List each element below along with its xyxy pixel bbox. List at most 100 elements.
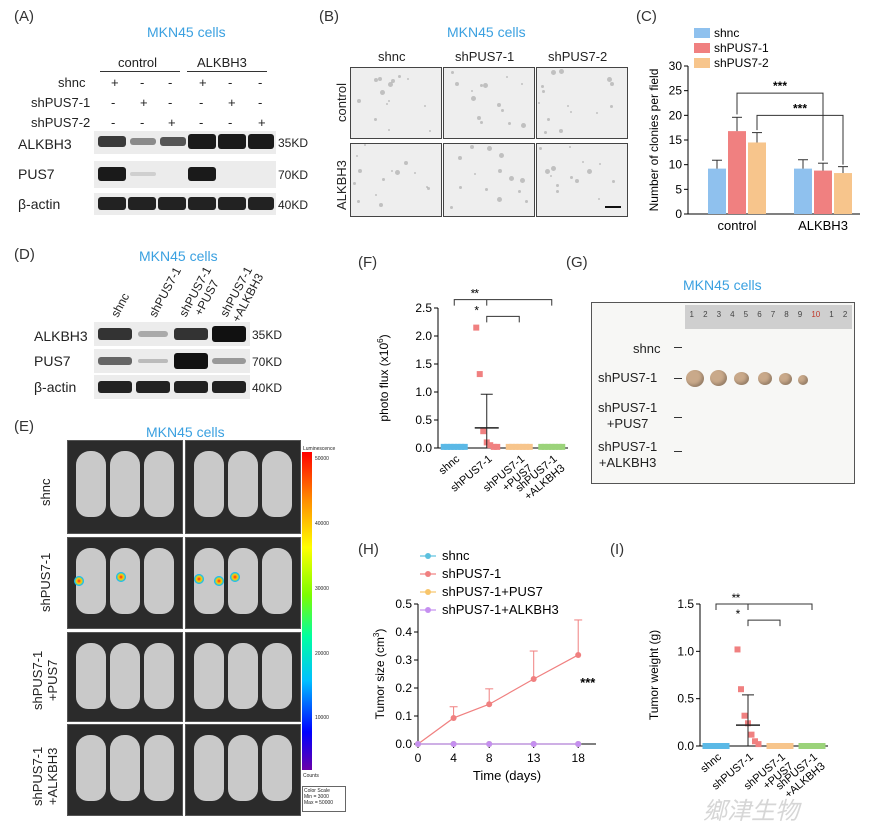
- data-point: [476, 371, 483, 378]
- imaging-panel: [67, 440, 183, 534]
- mouse: [262, 735, 292, 801]
- luminescence-signal: [74, 576, 84, 586]
- colony: [607, 77, 612, 82]
- legend-marker: [425, 607, 431, 613]
- micro-row-control: control: [334, 82, 349, 122]
- colony: [610, 82, 614, 86]
- data-point: [486, 741, 493, 747]
- luminescence-signal: [214, 576, 224, 586]
- legend-swatch: [694, 58, 710, 68]
- data-point: [575, 651, 582, 658]
- legend-marker: [425, 553, 431, 559]
- colony: [470, 145, 474, 149]
- legend-label: shPUS7-1: [442, 566, 501, 581]
- significance-label: *: [736, 607, 741, 621]
- micro-col-shnc: shnc: [378, 49, 406, 64]
- imaging-panel: [185, 537, 301, 629]
- y-axis-label-exp: 6: [376, 338, 385, 343]
- group-label-alkbh3: ALKBH3: [197, 55, 247, 70]
- colony: [547, 118, 550, 121]
- mouse: [262, 643, 292, 709]
- row-label-shnc: shnc: [58, 75, 86, 90]
- significance-label: *: [471, 288, 476, 301]
- colony: [525, 200, 528, 203]
- significance-label: ***: [773, 79, 787, 93]
- legend-marker: [425, 589, 431, 595]
- colorbar-bottom: Counts: [303, 773, 319, 779]
- colony: [509, 176, 514, 181]
- blot-label-pus7: PUS7: [18, 166, 55, 182]
- tumor-photo: 1 2 3 4 5 6 7 8 9 10 1 2 shnc shPUS7-1 shPUS7-1 +PUS…: [591, 302, 855, 484]
- colony: [480, 121, 483, 124]
- colony: [398, 75, 401, 78]
- colony: [391, 79, 395, 83]
- colony: [596, 112, 598, 114]
- significance-label: ***: [580, 675, 596, 690]
- ruler-number: 6: [757, 310, 762, 319]
- mouse: [76, 643, 106, 709]
- y-tick-label: 10: [669, 158, 683, 172]
- significance-bracket: [486, 315, 520, 323]
- colorbar-tick-20000: 20000: [315, 651, 329, 657]
- data-point: [473, 324, 480, 331]
- imaging-row-shpus7-1-pus7: shPUS7-1 +PUS7: [30, 650, 60, 710]
- colony: [598, 198, 600, 200]
- tumor-row-shpus7-1-alkbh3: shPUS7-1 +ALKBH3: [598, 439, 658, 470]
- legend-label: shPUS7-1+ALKBH3: [442, 602, 559, 617]
- legend-label: shPUS7-1: [714, 41, 769, 55]
- y-axis-label-close: ): [373, 629, 387, 633]
- y-tick-label: 1.0: [677, 644, 694, 658]
- colony: [556, 190, 559, 193]
- x-tick-label-line: shnc: [698, 751, 724, 775]
- colony: [451, 71, 454, 74]
- colony: [480, 84, 483, 87]
- data-point: [415, 741, 421, 747]
- colony: [388, 82, 393, 87]
- colony: [357, 200, 360, 203]
- imaging-panel: [185, 440, 301, 534]
- micro-col-shpus7-2: shPUS7-2: [548, 49, 608, 64]
- colony: [570, 111, 572, 113]
- colony: [610, 105, 613, 108]
- row-label-shpus7-2: shPUS7-2: [31, 115, 91, 130]
- blot-size-alkbh3: 35KD: [278, 136, 309, 150]
- x-tick-label: ALKBH3: [798, 218, 848, 233]
- colony: [414, 172, 416, 174]
- tumor-row-shnc: shnc: [633, 341, 661, 356]
- y-tick-label: 1.0: [415, 385, 432, 399]
- y-tick-label: 25: [669, 84, 683, 98]
- bar: [748, 142, 766, 214]
- chart-c: 0 5 10 15 20 25 30 Number of clonies per field c…: [647, 26, 860, 233]
- colony: [497, 103, 501, 107]
- y-axis-label-exp: 3: [372, 632, 381, 637]
- panel-label-f: (F): [358, 254, 378, 271]
- mouse: [228, 451, 258, 517]
- colorbar-tick-50000: 50000: [315, 456, 329, 462]
- colony: [407, 78, 409, 80]
- colony: [356, 155, 358, 157]
- luminescence-signal: [116, 572, 126, 582]
- d-blot-label-pus7: PUS7: [34, 353, 71, 369]
- colony: [541, 85, 544, 88]
- ruler-number: 4: [730, 310, 735, 319]
- data-point: [748, 731, 755, 738]
- significance-label: *: [732, 591, 737, 605]
- y-tick-label: 0: [675, 207, 682, 221]
- data-point: [530, 741, 537, 747]
- lane-label-3: shPUS7-1 +PUS7: [176, 264, 222, 320]
- colony: [374, 118, 377, 121]
- y-axis-label: Tumor weight (g): [647, 630, 661, 720]
- colony: [458, 156, 462, 160]
- chart-h: 0.0 0.1 0.2 0.3 0.4 0.5 0 4 8 13 18 Time (days) Tumo…: [372, 548, 596, 783]
- x-tick-label: 18: [572, 751, 586, 765]
- series-line: [417, 654, 579, 745]
- matrix-cell: -: [111, 95, 116, 110]
- mouse: [144, 451, 174, 517]
- panel-g-title: MKN45 cells: [683, 277, 762, 293]
- data-point: [738, 686, 744, 693]
- panel-d-title: MKN45 cells: [139, 248, 218, 264]
- data-point: [450, 741, 457, 747]
- imaging-row-shpus7-1: shPUS7-1: [38, 552, 53, 612]
- bar: [728, 131, 746, 214]
- matrix-cell: -: [168, 95, 173, 110]
